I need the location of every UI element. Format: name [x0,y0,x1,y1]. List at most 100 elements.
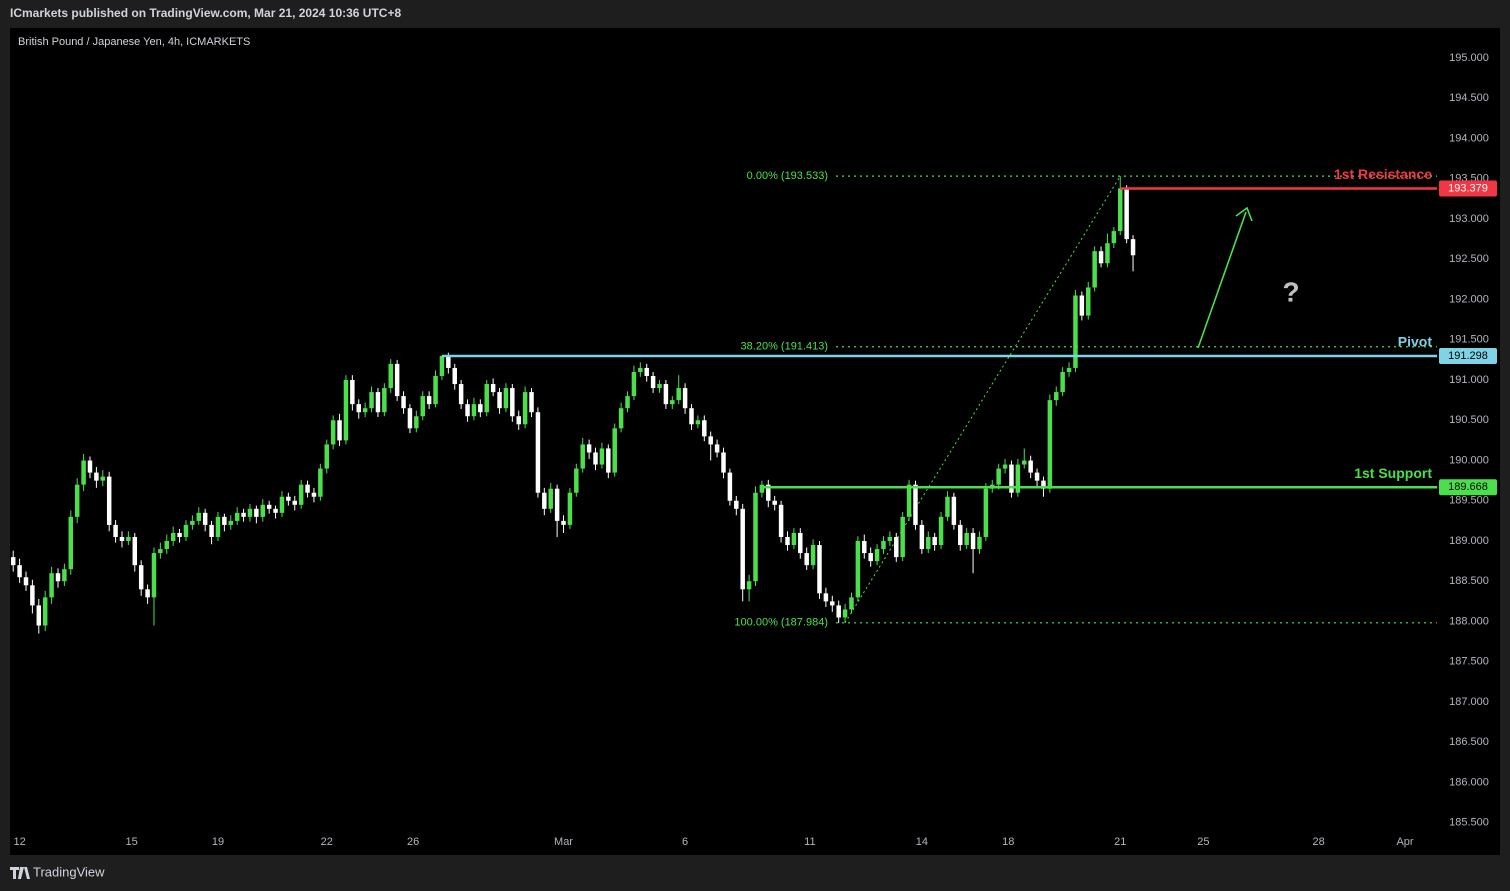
candle-body [183,524,189,537]
candle-body [292,500,297,505]
tv-logo [10,867,30,879]
candle-body [420,396,425,417]
candle-body [695,420,701,425]
candle-body [830,601,835,606]
candle-body [817,545,822,594]
candle-body [823,593,829,602]
candle-body [778,504,784,537]
candle-body [126,536,131,542]
candle-body [919,524,925,550]
y-tick-label: 185.500 [1449,817,1489,829]
candle-body [100,476,106,481]
candle-body [862,541,867,554]
candle-body [606,448,611,473]
brand: TradingView [33,864,105,879]
candle-body [1009,464,1014,493]
candle-body [23,577,29,586]
candle-body [343,380,349,441]
candle-body [810,545,816,566]
y-tick-label: 186.500 [1449,736,1489,748]
candle-body [1124,188,1129,240]
candle-body [209,524,214,537]
candle-body [938,516,944,546]
x-tick-label: 18 [1002,836,1014,848]
candle-body [951,496,957,525]
candle-body [766,484,771,501]
candle-body [945,496,950,517]
candle-body [170,532,176,542]
candle-body [298,484,304,505]
candle-body [247,508,253,517]
candle-body [702,420,707,437]
candle-body [791,532,797,546]
candle-body [1022,460,1027,465]
level-tag [1439,348,1497,365]
candle-body [522,392,528,425]
y-tick-label: 187.000 [1449,696,1489,708]
candle-body [1041,480,1046,489]
x-tick-label: 14 [916,836,928,848]
level-tag-label: 189.668 [1448,481,1488,493]
candle-body [510,388,515,417]
candle-body [433,375,438,405]
candle-body [452,367,457,385]
candle-body [753,492,758,582]
candle-body [330,420,336,445]
candle-body [177,532,182,537]
candle-body [234,512,240,521]
candle-body [375,392,381,413]
candle-body [305,484,310,493]
y-tick-label: 195.000 [1449,52,1489,64]
candle-body [772,500,777,505]
candle-body [721,452,726,473]
candle-body [241,512,246,517]
candle-body [1047,400,1053,489]
y-tick-label: 188.000 [1449,615,1489,627]
y-tick-label: 191.000 [1449,374,1489,386]
y-tick-label: 191.500 [1449,334,1489,346]
candle-body [926,536,931,550]
candle-body [196,512,202,521]
y-tick-label: 189.000 [1449,535,1489,547]
candle-body [74,484,80,517]
candle-body [1092,251,1097,288]
candle-body [1130,239,1136,256]
candle-body [132,536,138,566]
candle-body [727,472,733,501]
fib-label: 100.00% (187.984) [734,617,828,629]
candle-body [798,532,803,554]
candle-body [426,396,432,405]
candle-body [682,388,688,409]
candle-body [663,384,669,405]
candle-body [490,384,496,393]
candle-body [516,416,521,425]
candle-body [119,536,125,542]
candle-body [94,472,99,481]
candle-body [932,536,937,546]
candle-body [887,536,893,542]
candle-body [394,363,400,397]
candle-body [842,609,848,618]
candle-body [465,404,470,417]
arrow [1197,206,1253,349]
candle-body [350,380,355,405]
candle-body [1002,464,1008,469]
candle-body [804,553,809,566]
candle-body [87,460,93,473]
x-tick-label: Mar [554,836,573,848]
candle-body [874,549,880,562]
publisher: ICmarkets published on TradingView.com, … [10,6,401,20]
candle-body [894,536,899,558]
candle-body [369,392,374,409]
candle-body [260,504,266,517]
candle-body [138,565,144,590]
candle-body [734,500,739,509]
x-tick-label: 22 [321,836,333,848]
candle-body [593,452,598,465]
candle-body [599,448,605,465]
candle-body [164,541,170,550]
candle-body [650,375,656,389]
level-name: 1st Resistance [1334,166,1432,182]
candle-body [618,408,624,429]
